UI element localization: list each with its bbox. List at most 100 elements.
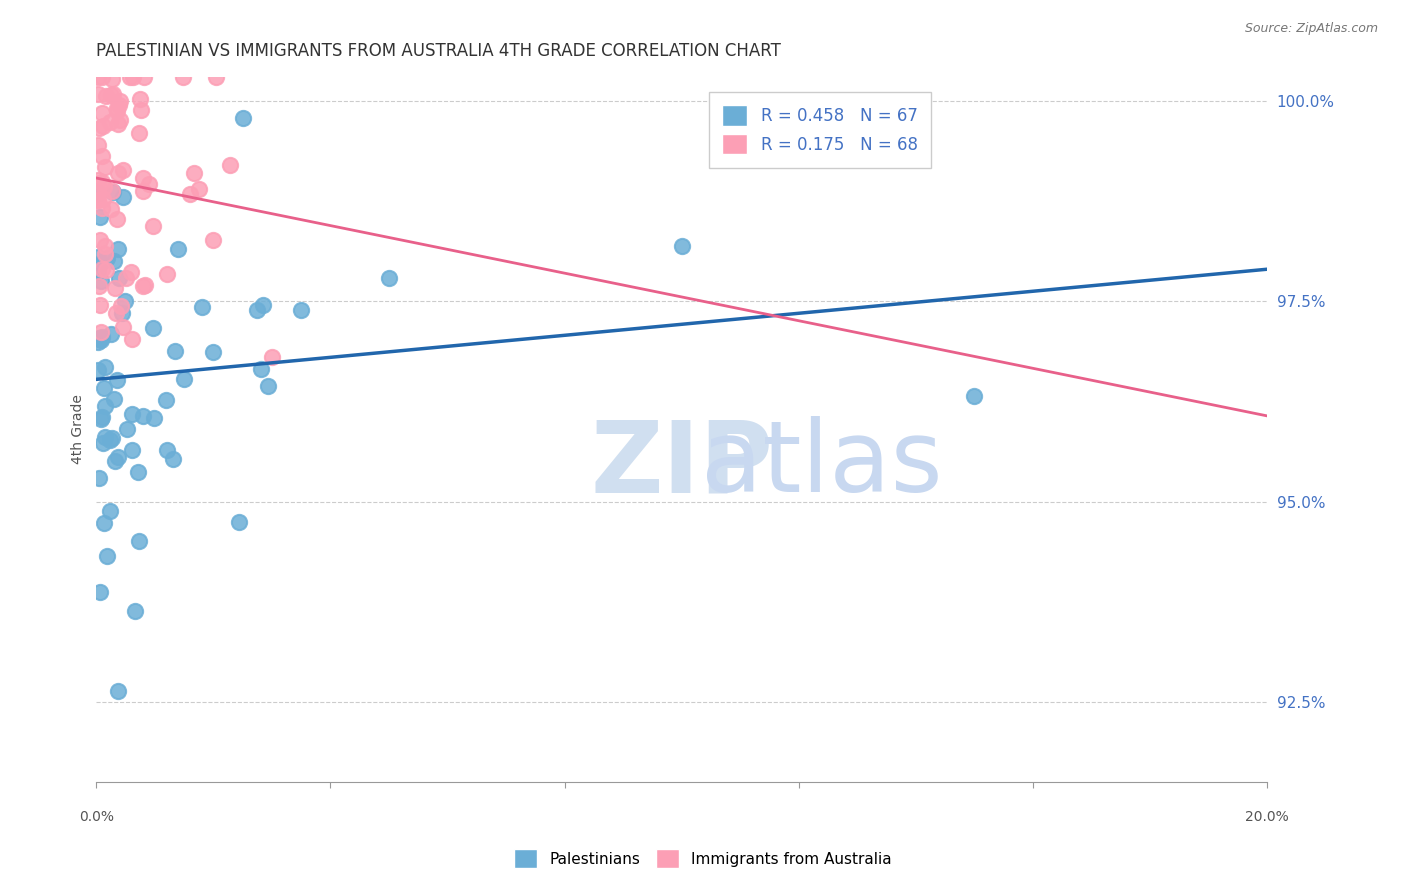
Point — [132, 185, 155, 199]
Point — [142, 321, 165, 335]
Point — [114, 293, 136, 308]
Point — [94, 399, 117, 413]
Point — [110, 113, 132, 128]
Text: PALESTINIAN VS IMMIGRANTS FROM AUSTRALIA 4TH GRADE CORRELATION CHART: PALESTINIAN VS IMMIGRANTS FROM AUSTRALIA… — [97, 42, 782, 60]
Point — [91, 70, 114, 84]
Point — [122, 70, 145, 84]
Point — [90, 176, 112, 190]
Point — [252, 297, 274, 311]
Point — [204, 70, 226, 84]
Point — [115, 422, 138, 436]
Point — [86, 264, 108, 278]
Point — [107, 271, 129, 285]
Point — [87, 334, 110, 349]
Point — [86, 186, 108, 200]
Point — [103, 253, 125, 268]
Point — [120, 70, 142, 84]
Text: 20.0%: 20.0% — [1246, 810, 1289, 824]
Point — [105, 101, 128, 115]
Point — [101, 87, 124, 101]
Point — [121, 442, 143, 457]
Point — [86, 173, 108, 187]
Point — [167, 242, 190, 256]
Point — [120, 265, 142, 279]
Point — [91, 410, 114, 425]
Point — [671, 239, 693, 253]
Point — [86, 193, 108, 207]
Point — [108, 95, 131, 109]
Point — [105, 373, 128, 387]
Point — [91, 119, 114, 133]
Point — [128, 534, 150, 549]
Point — [91, 105, 114, 120]
Point — [107, 242, 129, 256]
Point — [128, 126, 150, 140]
Point — [228, 515, 250, 529]
Point — [107, 166, 129, 180]
Point — [101, 184, 124, 198]
Point — [91, 192, 114, 206]
Point — [108, 97, 131, 112]
Point — [90, 256, 112, 270]
Point — [232, 112, 254, 126]
Point — [101, 72, 124, 87]
Point — [132, 279, 155, 293]
Point — [190, 300, 212, 314]
Point — [256, 379, 278, 393]
Point — [98, 115, 121, 129]
Point — [103, 392, 125, 407]
Point — [103, 185, 125, 199]
Point — [138, 178, 160, 192]
Point — [202, 344, 225, 359]
Point — [111, 306, 134, 320]
Legend: R = 0.458   N = 67, R = 0.175   N = 68: R = 0.458 N = 67, R = 0.175 N = 68 — [709, 92, 931, 168]
Point — [87, 331, 110, 345]
Point — [96, 251, 118, 265]
Point — [89, 233, 111, 247]
Point — [93, 381, 115, 395]
Text: Source: ZipAtlas.com: Source: ZipAtlas.com — [1244, 22, 1378, 36]
Point — [260, 350, 283, 364]
Point — [124, 604, 146, 618]
Text: ZIP: ZIP — [591, 417, 773, 513]
Point — [87, 121, 110, 136]
Point — [172, 70, 194, 84]
Point — [94, 238, 117, 252]
Point — [155, 268, 177, 282]
Point — [93, 436, 115, 450]
Y-axis label: 4th Grade: 4th Grade — [72, 394, 86, 465]
Text: 0.0%: 0.0% — [79, 810, 114, 824]
Point — [173, 372, 195, 386]
Point — [94, 247, 117, 261]
Point — [91, 261, 114, 276]
Point — [90, 329, 112, 343]
Point — [114, 271, 136, 285]
Point — [179, 187, 201, 202]
Point — [90, 274, 112, 288]
Point — [104, 305, 127, 319]
Point — [90, 333, 112, 347]
Point — [101, 431, 124, 445]
Point — [94, 360, 117, 375]
Point — [94, 160, 117, 174]
Point — [107, 450, 129, 465]
Legend: Palestinians, Immigrants from Australia: Palestinians, Immigrants from Australia — [506, 841, 900, 875]
Point — [132, 170, 155, 185]
Point — [89, 298, 111, 312]
Point — [89, 211, 111, 225]
Point — [121, 332, 143, 346]
Point — [165, 343, 187, 358]
Point — [87, 87, 110, 102]
Point — [89, 278, 111, 293]
Point — [219, 158, 242, 172]
Point — [142, 219, 165, 233]
Point — [245, 303, 267, 318]
Point — [87, 138, 110, 153]
Point — [90, 202, 112, 216]
Point — [96, 549, 118, 564]
Point — [105, 103, 128, 118]
Point — [94, 430, 117, 444]
Point — [249, 362, 271, 376]
Point — [121, 407, 143, 421]
Point — [134, 278, 156, 293]
